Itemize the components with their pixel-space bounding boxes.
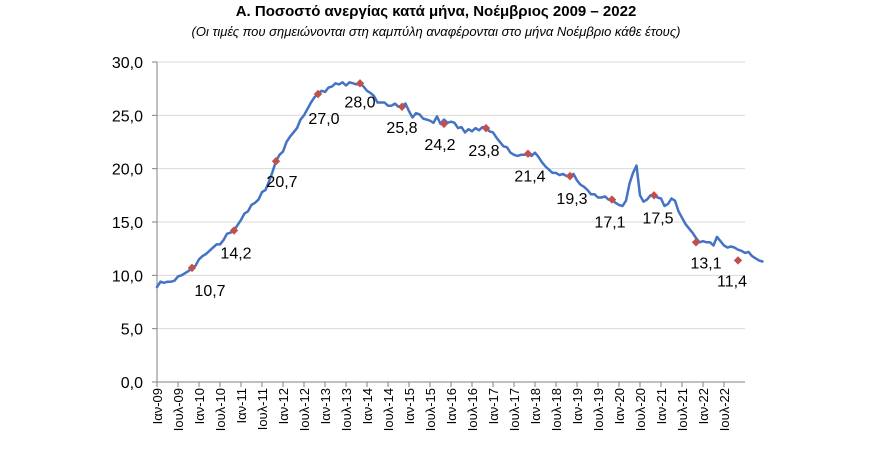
data-label: 19,3 <box>556 191 587 208</box>
x-tick-label: Ιουλ-21 <box>675 388 690 431</box>
data-label: 23,8 <box>468 143 499 160</box>
x-tick-label: Ιουλ-16 <box>465 388 480 431</box>
data-label: 24,2 <box>424 137 455 154</box>
data-label: 21,4 <box>514 169 545 186</box>
november-marker <box>481 123 491 133</box>
x-tick-label: Ιουλ-13 <box>339 388 354 431</box>
data-label: 17,5 <box>642 210 673 227</box>
november-marker <box>187 263 197 273</box>
y-tick-label: 10,0 <box>112 268 143 285</box>
x-tick-label: Ιουλ-15 <box>423 388 438 431</box>
data-label: 28,0 <box>344 94 375 111</box>
x-tick-label: Ιαν-12 <box>276 388 291 424</box>
chart-title: Α. Ποσοστό ανεργίας κατά μήνα, Νοέμβριος… <box>235 3 637 20</box>
x-tick-label: Ιουλ-11 <box>255 388 270 430</box>
november-marker <box>733 256 743 265</box>
november-marker <box>691 238 701 247</box>
x-tick-label: Ιουλ-12 <box>297 388 312 431</box>
november-marker <box>271 157 281 166</box>
x-tick-label: Ιουλ-14 <box>381 388 396 431</box>
gridlines <box>157 61 745 330</box>
x-tick-label: Ιουλ-19 <box>591 388 606 431</box>
x-tick-label: Ιαν-18 <box>528 388 543 424</box>
x-tick-label: Ιαν-09 <box>150 388 165 424</box>
november-marker <box>229 226 239 235</box>
data-label: 27,0 <box>308 111 339 128</box>
data-label: 20,7 <box>266 174 297 191</box>
x-tick-label: Ιαν-11 <box>234 388 249 423</box>
november-marker <box>439 119 449 129</box>
november-marker <box>313 89 323 99</box>
november-marker <box>397 102 407 111</box>
series-layer <box>155 81 764 289</box>
x-tick-label: Ιουλ-10 <box>213 388 228 431</box>
november-marker <box>565 171 575 181</box>
november-marker <box>355 79 365 88</box>
november-markers <box>187 79 743 273</box>
x-tick-label: Ιαν-14 <box>360 388 375 424</box>
x-tick-label: Ιαν-21 <box>654 388 669 424</box>
y-tick-label: 25,0 <box>112 108 143 125</box>
x-tick-label: Ιαν-20 <box>612 388 627 424</box>
november-marker <box>523 149 533 158</box>
x-tick-label: Ιαν-10 <box>192 388 207 424</box>
data-label: 14,2 <box>220 246 251 263</box>
x-tick-label: Ιαν-22 <box>696 388 711 424</box>
unemployment-rate-line <box>155 81 764 289</box>
chart-subtitle: (Οι τιμές που σημειώνονται στη καμπύλη α… <box>191 24 681 39</box>
data-label: 25,8 <box>386 120 417 137</box>
data-labels: 10,7 14,2 20,7 27,0 28,0 25,8 24,2 23,8 21,4 19,3… <box>194 94 747 300</box>
y-tick-label: 30,0 <box>112 55 143 72</box>
data-label: 17,1 <box>594 215 625 232</box>
y-tick-label: 5,0 <box>121 322 143 339</box>
y-tick-label: 20,0 <box>112 162 143 179</box>
x-tick-label: Ιουλ-18 <box>549 388 564 431</box>
x-tick-label: Ιουλ-20 <box>633 388 648 431</box>
november-marker <box>607 195 617 204</box>
november-marker <box>649 191 659 200</box>
x-tick-label: Ιαν-16 <box>444 388 459 424</box>
x-tick-label: Ιουλ-22 <box>717 388 732 431</box>
x-tick-label: Ιαν-19 <box>570 388 585 424</box>
data-label: 11,4 <box>717 273 747 290</box>
data-label: 13,1 <box>690 255 721 272</box>
x-tick-label: Ιαν-15 <box>402 388 417 424</box>
x-tick-label: Ιαν-17 <box>486 388 501 424</box>
axes: 0,0 5,0 10,0 15,0 20,0 25,0 30,0 Ιαν-09 Ιουλ-09 Ι… <box>112 55 745 431</box>
x-tick-label: Ιουλ-17 <box>507 388 522 431</box>
y-tick-label: 0,0 <box>121 375 143 392</box>
y-tick-label: 15,0 <box>112 215 143 232</box>
data-label: 10,7 <box>194 283 225 300</box>
x-tick-label: Ιουλ-09 <box>171 388 186 431</box>
x-tick-label: Ιαν-13 <box>318 388 333 424</box>
